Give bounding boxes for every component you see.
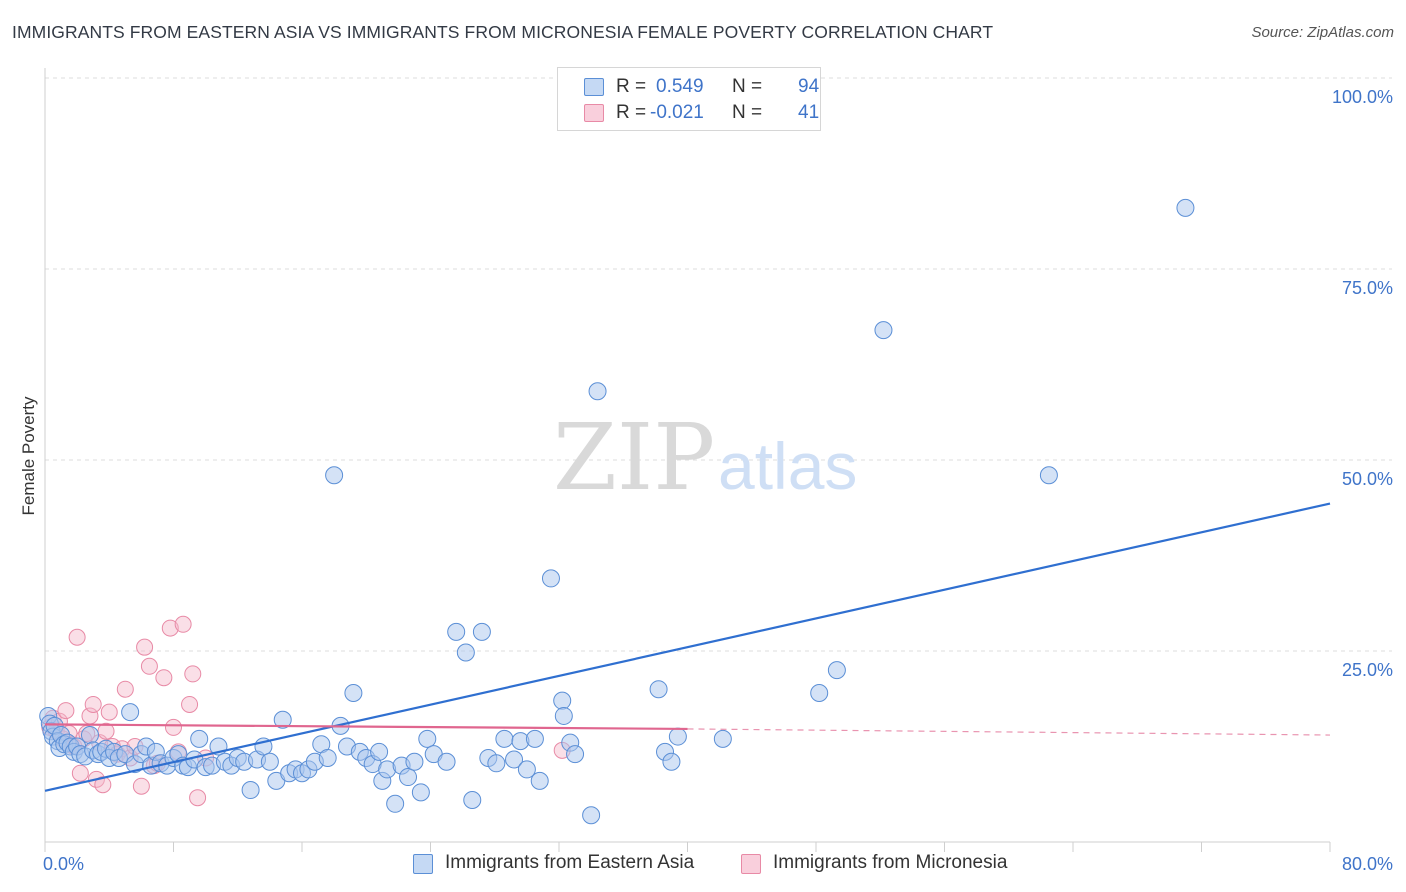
data-point-micronesia bbox=[161, 619, 179, 637]
data-point-eastern-asia bbox=[662, 752, 681, 771]
trend-line-micronesia-extension bbox=[687, 728, 1331, 736]
data-point-eastern-asia bbox=[810, 684, 829, 703]
series-eastern-asia-points bbox=[39, 198, 1195, 825]
gridlines bbox=[45, 77, 1392, 652]
legend-swatch-pink bbox=[584, 104, 604, 122]
y-tick-labels: 25.0% 50.0% 75.0% 100.0% bbox=[1332, 87, 1393, 680]
data-point-eastern-asia bbox=[318, 748, 337, 767]
trend-line-eastern-asia bbox=[44, 502, 1331, 792]
data-point-micronesia bbox=[84, 695, 102, 713]
source-label: Source: ZipAtlas.com bbox=[1251, 24, 1394, 41]
data-point-eastern-asia bbox=[517, 760, 536, 779]
data-point-eastern-asia bbox=[505, 750, 524, 769]
y-tick-label: 25.0% bbox=[1342, 660, 1393, 680]
x-tick-label: 0.0% bbox=[43, 854, 84, 874]
y-tick-label: 75.0% bbox=[1342, 278, 1393, 298]
data-point-eastern-asia bbox=[553, 691, 572, 710]
legend-swatch-blue bbox=[413, 854, 433, 874]
data-point-eastern-asia bbox=[554, 706, 573, 725]
trend-line-micronesia bbox=[44, 723, 688, 731]
x-tick-label: 80.0% bbox=[1342, 854, 1393, 874]
legend-swatch-pink bbox=[741, 854, 761, 874]
data-point-eastern-asia bbox=[472, 622, 491, 641]
watermark-zip: ZIP bbox=[553, 404, 715, 511]
data-point-eastern-asia bbox=[241, 781, 260, 800]
data-point-eastern-asia bbox=[405, 752, 424, 771]
data-point-eastern-asia bbox=[487, 754, 506, 773]
y-tick-label: 50.0% bbox=[1342, 469, 1393, 489]
legend-n-label: N = bbox=[732, 102, 763, 123]
x-tick-labels: 0.0% 80.0% bbox=[43, 854, 1393, 874]
legend-n-value: 41 bbox=[798, 102, 820, 123]
watermark: ZIP atlas bbox=[553, 404, 857, 511]
data-point-eastern-asia bbox=[874, 321, 893, 340]
data-point-eastern-asia bbox=[456, 643, 475, 662]
data-point-eastern-asia bbox=[386, 794, 405, 813]
data-point-micronesia bbox=[68, 628, 86, 646]
data-point-eastern-asia bbox=[260, 752, 279, 771]
data-point-micronesia bbox=[57, 702, 75, 720]
legend-item-label: Immigrants from Eastern Asia bbox=[445, 852, 695, 873]
data-point-eastern-asia bbox=[411, 783, 430, 802]
legend-r-value: 0.549 bbox=[656, 76, 704, 97]
data-point-micronesia bbox=[140, 657, 158, 675]
data-point-eastern-asia bbox=[582, 806, 601, 825]
data-point-eastern-asia bbox=[541, 569, 560, 588]
data-point-eastern-asia bbox=[344, 684, 363, 703]
data-point-eastern-asia bbox=[1039, 466, 1058, 485]
data-point-eastern-asia bbox=[80, 726, 99, 745]
correlation-legend: R = 0.549 N = 94 R = -0.021 N = 41 bbox=[557, 67, 821, 131]
data-point-eastern-asia bbox=[121, 703, 140, 722]
data-point-micronesia bbox=[94, 776, 112, 794]
data-point-eastern-asia bbox=[190, 729, 209, 748]
data-point-eastern-asia bbox=[649, 680, 668, 699]
data-point-eastern-asia bbox=[1176, 198, 1195, 217]
data-point-eastern-asia bbox=[588, 382, 607, 401]
data-point-micronesia bbox=[189, 789, 207, 807]
legend-item-label: Immigrants from Micronesia bbox=[773, 852, 1008, 873]
legend-r-value: -0.021 bbox=[650, 102, 704, 123]
chart-title: IMMIGRANTS FROM EASTERN ASIA VS IMMIGRAN… bbox=[12, 22, 994, 42]
data-point-eastern-asia bbox=[437, 752, 456, 771]
data-point-eastern-asia bbox=[399, 768, 418, 787]
data-point-eastern-asia bbox=[463, 790, 482, 809]
data-point-micronesia bbox=[184, 665, 202, 683]
data-point-micronesia bbox=[181, 695, 199, 713]
watermark-atlas: atlas bbox=[718, 429, 857, 503]
data-point-eastern-asia bbox=[530, 771, 549, 790]
legend-n-value: 94 bbox=[798, 76, 820, 97]
data-point-eastern-asia bbox=[713, 729, 732, 748]
data-point-eastern-asia bbox=[566, 745, 585, 764]
data-point-eastern-asia bbox=[668, 727, 687, 746]
data-point-micronesia bbox=[136, 638, 154, 656]
data-point-micronesia bbox=[71, 764, 89, 782]
data-point-micronesia bbox=[165, 718, 182, 736]
data-point-eastern-asia bbox=[525, 729, 544, 748]
data-point-eastern-asia bbox=[447, 622, 466, 641]
legend-r-label: R = bbox=[616, 102, 647, 123]
y-axis-label: Female Poverty bbox=[19, 396, 38, 516]
data-point-eastern-asia bbox=[325, 466, 344, 485]
legend-n-label: N = bbox=[732, 76, 763, 97]
data-point-eastern-asia bbox=[827, 661, 846, 680]
legend-r-label: R = bbox=[616, 76, 647, 97]
data-point-micronesia bbox=[174, 615, 192, 633]
data-point-micronesia bbox=[100, 703, 118, 721]
y-tick-label: 100.0% bbox=[1332, 87, 1393, 107]
data-point-eastern-asia bbox=[418, 729, 437, 748]
data-point-eastern-asia bbox=[495, 729, 514, 748]
trend-lines bbox=[44, 502, 1331, 792]
legend-swatch-blue bbox=[584, 78, 604, 96]
data-point-eastern-asia bbox=[273, 710, 292, 729]
data-point-micronesia bbox=[116, 680, 134, 698]
data-point-eastern-asia bbox=[370, 742, 389, 761]
data-point-micronesia bbox=[155, 669, 173, 687]
data-point-micronesia bbox=[132, 777, 150, 795]
